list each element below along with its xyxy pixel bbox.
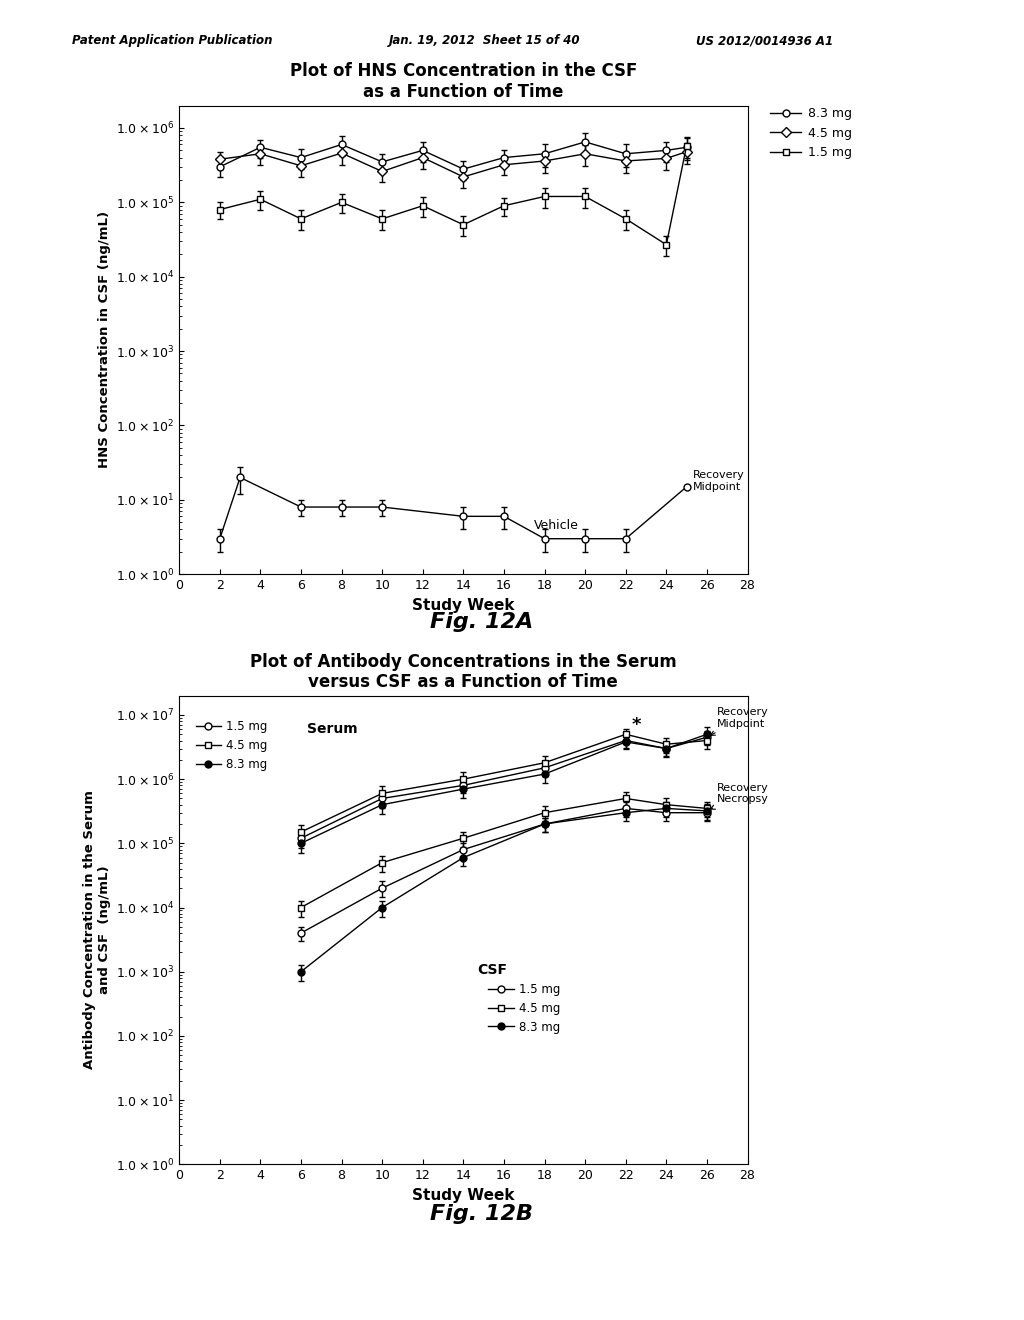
Y-axis label: HNS Concentration in CSF (ng/mL): HNS Concentration in CSF (ng/mL) <box>97 211 111 469</box>
Text: Patent Application Publication: Patent Application Publication <box>72 34 272 48</box>
Text: Fig. 12B: Fig. 12B <box>430 1204 532 1224</box>
Legend: 8.3 mg, 4.5 mg, 1.5 mg: 8.3 mg, 4.5 mg, 1.5 mg <box>765 103 857 164</box>
Text: Recovery
Midpoint: Recovery Midpoint <box>711 708 769 735</box>
Y-axis label: Antibody Concentration in the Serum
and CSF  (ng/mL): Antibody Concentration in the Serum and … <box>83 791 111 1069</box>
Text: Fig. 12A: Fig. 12A <box>430 612 532 632</box>
Text: Recovery
Midpoint: Recovery Midpoint <box>692 470 744 491</box>
Title: Plot of HNS Concentration in the CSF
as a Function of Time: Plot of HNS Concentration in the CSF as … <box>290 62 637 102</box>
Text: Vehicle: Vehicle <box>535 519 580 532</box>
X-axis label: Study Week: Study Week <box>412 1188 515 1203</box>
Title: Plot of Antibody Concentrations in the Serum
versus CSF as a Function of Time: Plot of Antibody Concentrations in the S… <box>250 652 677 692</box>
Legend: 1.5 mg, 4.5 mg, 8.3 mg: 1.5 mg, 4.5 mg, 8.3 mg <box>483 978 565 1039</box>
Text: Recovery
Necropsy: Recovery Necropsy <box>711 783 769 809</box>
Text: US 2012/0014936 A1: US 2012/0014936 A1 <box>696 34 834 48</box>
X-axis label: Study Week: Study Week <box>412 598 515 612</box>
Text: *: * <box>631 715 641 734</box>
Text: Jan. 19, 2012  Sheet 15 of 40: Jan. 19, 2012 Sheet 15 of 40 <box>389 34 581 48</box>
Text: Serum: Serum <box>307 722 357 737</box>
Text: CSF: CSF <box>477 962 508 977</box>
